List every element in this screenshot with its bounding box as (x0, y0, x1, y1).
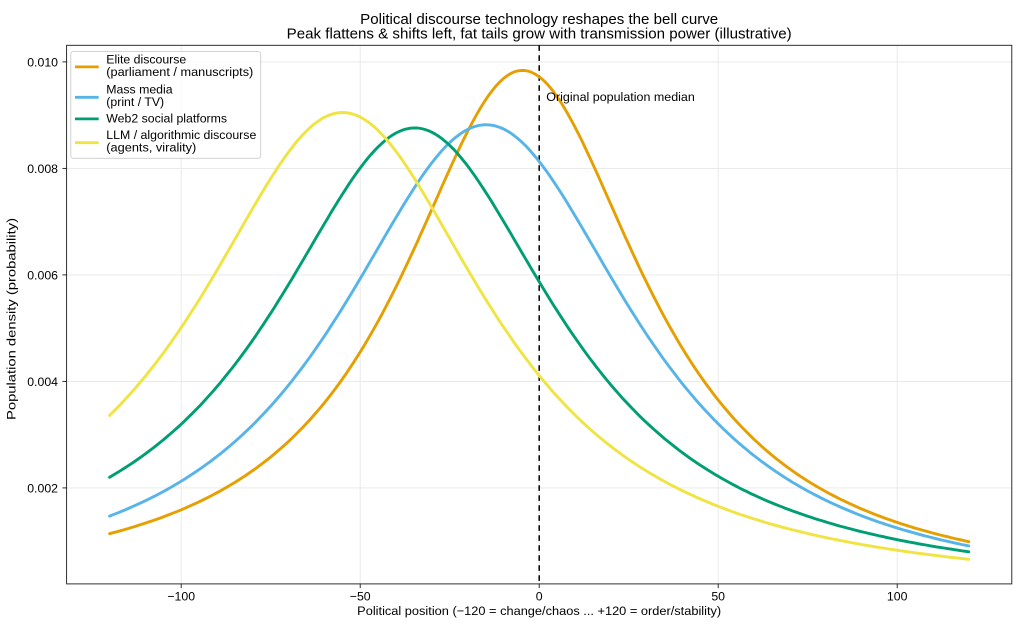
svg-text:0: 0 (536, 589, 543, 603)
svg-text:50: 50 (711, 589, 725, 603)
svg-text:Web2 social platforms: Web2 social platforms (106, 112, 227, 126)
svg-text:Political discourse technology: Political discourse technology reshapes … (360, 12, 718, 28)
svg-text:0.002: 0.002 (27, 482, 58, 496)
svg-text:0.010: 0.010 (27, 56, 58, 70)
svg-text:(parliament / manuscripts): (parliament / manuscripts) (106, 65, 253, 79)
svg-text:(agents, virality): (agents, virality) (106, 141, 196, 155)
svg-text:Political position (−120 = cha: Political position (−120 = change/chaos … (357, 604, 721, 618)
svg-text:Elite discourse: Elite discourse (106, 52, 186, 66)
svg-text:0.004: 0.004 (27, 375, 58, 389)
svg-text:Peak flattens & shifts left, f: Peak flattens & shifts left, fat tails g… (287, 26, 792, 42)
svg-text:(print / TV): (print / TV) (106, 95, 164, 109)
svg-text:−100: −100 (167, 589, 195, 603)
svg-text:−50: −50 (350, 589, 371, 603)
svg-text:LLM / algorithmic discourse: LLM / algorithmic discourse (106, 128, 256, 142)
svg-text:Mass media: Mass media (106, 83, 172, 97)
svg-text:Population density (probabilit: Population density (probability) (4, 218, 18, 420)
svg-text:100: 100 (887, 589, 908, 603)
svg-text:0.006: 0.006 (27, 269, 58, 283)
svg-text:0.008: 0.008 (27, 162, 58, 176)
svg-text:Original population median: Original population median (546, 90, 695, 104)
